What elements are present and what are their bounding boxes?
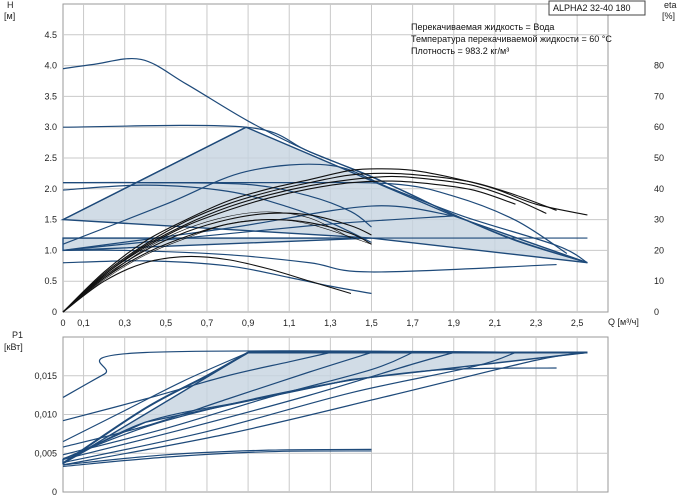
h-tick-label: 2.0 <box>44 184 57 194</box>
efficiency-curves <box>62 168 588 313</box>
h-tick-label: 3.5 <box>44 91 57 101</box>
qh-curve <box>62 163 588 264</box>
h-axis-label: H <box>7 0 14 10</box>
p1-curve <box>62 351 413 456</box>
qh-panel: 0 0,1 0,3 0,5 0,7 0,9 1,1 1,3 1,5 1,7 1,9 2,1 2,3 2,5… <box>4 0 677 328</box>
p1-axis-label: P1 <box>12 330 23 340</box>
p1-curve <box>62 450 372 468</box>
p1-curve <box>62 351 372 448</box>
h-tick-label: 0 <box>52 307 57 317</box>
p1-curve <box>62 351 454 461</box>
p1-tick-label: 0,010 <box>34 410 57 420</box>
h-tick-label: 1.0 <box>44 245 57 255</box>
p1-curve <box>62 448 372 466</box>
p1-axis-unit: [кВт] <box>4 342 23 352</box>
q-tick-label: 1,1 <box>283 318 296 328</box>
p1-curve <box>62 351 331 422</box>
p1-tick-label: 0,005 <box>34 448 57 458</box>
title-box <box>548 0 646 16</box>
h-tick-label: 1.5 <box>44 215 57 225</box>
eta-tick-label: 70 <box>654 91 664 101</box>
qh-x-ticks: 0 0,1 0,3 0,5 0,7 0,9 1,1 1,3 1,5 1,7 1,9 2,1 2,3 2,5 <box>60 318 583 328</box>
p1-y-ticks: 0 0,005 0,010 0,015 <box>34 371 57 497</box>
qh-curves <box>62 58 588 295</box>
qh-curve <box>62 205 454 251</box>
eta-curve-thin <box>62 219 372 313</box>
h-tick-label: 4.5 <box>44 30 57 40</box>
q-tick-label: 0 <box>60 318 65 328</box>
eta-tick-label: 30 <box>654 215 664 225</box>
p1-curve <box>62 351 249 443</box>
h-axis-unit: [м] <box>4 11 15 21</box>
info-line-temperature: Температура перекачиваемой жидкости = 60… <box>411 34 612 44</box>
eta-tick-label: 50 <box>654 153 664 163</box>
q-tick-label: 2,1 <box>489 318 502 328</box>
q-tick-label: 1,3 <box>324 318 337 328</box>
eta-tick-label: 60 <box>654 122 664 132</box>
eta-tick-label: 80 <box>654 61 664 71</box>
eta-curve <box>62 255 352 313</box>
eta-y-ticks: 0 10 20 30 40 50 60 70 80 <box>654 61 664 317</box>
p1-curve <box>62 367 557 460</box>
h-tick-label: 4.0 <box>44 61 57 71</box>
p1-curve <box>62 351 516 464</box>
q-tick-label: 2,3 <box>530 318 543 328</box>
p1-curves <box>62 350 588 468</box>
qh-curve <box>62 184 372 243</box>
p1-panel: 0 0,005 0,010 0,015 P1 [кВт] <box>4 330 609 497</box>
p1-curve-max <box>62 351 249 465</box>
q-tick-label: 0,5 <box>160 318 173 328</box>
q-tick-label: 0,9 <box>242 318 255 328</box>
eta-tick-label: 0 <box>654 307 659 317</box>
eta-curve <box>62 175 547 313</box>
info-line-density: Плотность = 983.2 кг/м³ <box>411 46 509 56</box>
p1-curve <box>62 351 588 466</box>
q-tick-label: 1,7 <box>406 318 419 328</box>
chart-title: ALPHA2 32-40 180 <box>553 3 631 13</box>
info-line-liquid: Перекачиваемая жидкость = Вода <box>411 22 554 32</box>
q-axis-label: Q [м³/ч] <box>608 317 639 327</box>
p1-tick-label: 0 <box>52 487 57 497</box>
q-tick-label: 1,5 <box>365 318 378 328</box>
eta-curve <box>62 180 516 313</box>
eta-tick-label: 10 <box>654 276 664 286</box>
qh-curve <box>62 215 454 251</box>
h-tick-label: 0.5 <box>44 276 57 286</box>
qh-curve <box>62 126 247 221</box>
q-tick-label: 0,7 <box>201 318 214 328</box>
eta-tick-label: 20 <box>654 245 664 255</box>
h-tick-label: 2.5 <box>44 153 57 163</box>
q-tick-label: 0,3 <box>118 318 131 328</box>
h-tick-label: 3.0 <box>44 122 57 132</box>
q-tick-label: 1,9 <box>447 318 460 328</box>
eta-axis-unit: [%] <box>662 11 675 21</box>
eta-axis-label: eta <box>664 0 677 10</box>
p1-tick-label: 0,015 <box>34 371 57 381</box>
qh-gridlines <box>63 4 608 312</box>
eta-tick-label: 40 <box>654 184 664 194</box>
eta-curve <box>62 212 372 313</box>
qh-curve <box>62 124 588 264</box>
qh-y-ticks: 0 0.5 1.0 1.5 2.0 2.5 3.0 3.5 4.0 4.5 <box>44 30 57 317</box>
eta-curve <box>62 172 557 313</box>
qh-curve <box>62 181 568 254</box>
eta-curve-thin <box>62 211 352 313</box>
q-tick-label: 2,5 <box>571 318 584 328</box>
q-tick-label: 0,1 <box>77 318 90 328</box>
qh-curve <box>62 249 557 273</box>
